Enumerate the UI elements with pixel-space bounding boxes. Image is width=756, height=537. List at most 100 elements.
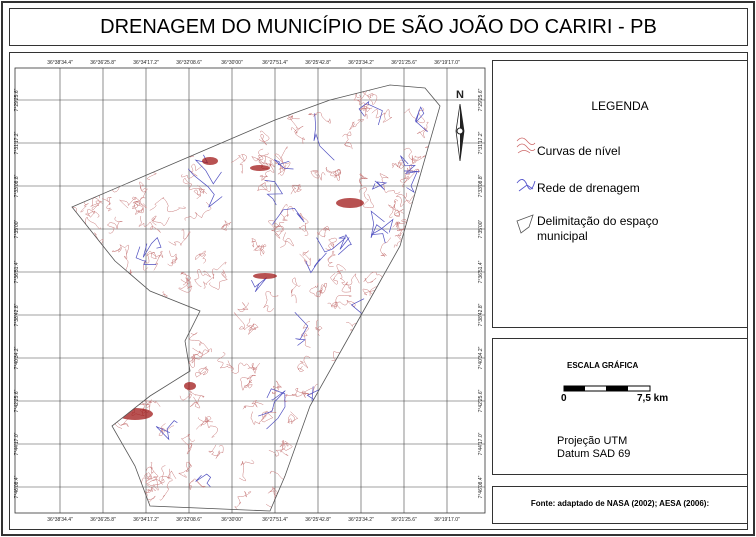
- contour: [239, 459, 255, 482]
- drainage: [435, 414, 440, 439]
- contour: [237, 302, 249, 313]
- contour: [380, 237, 391, 257]
- contour: [428, 142, 440, 162]
- longitude-label: 36°38'34.4": [47, 517, 73, 523]
- legend-symbols: [516, 137, 536, 234]
- contour: [290, 184, 302, 195]
- latitude-label: 7°38'42.8": [14, 303, 20, 326]
- longitude-label: 36°30'00": [221, 60, 243, 66]
- relief: [184, 382, 196, 390]
- longitude-label: 36°25'42.8": [305, 60, 331, 66]
- contour: [261, 410, 277, 423]
- contour: [107, 216, 123, 234]
- contour: [72, 368, 90, 382]
- contour: [413, 448, 432, 461]
- contour: [52, 481, 71, 501]
- contour: [396, 219, 409, 235]
- contour: [327, 295, 352, 309]
- contour: [375, 341, 384, 351]
- contour: [191, 348, 212, 364]
- contour: [122, 392, 133, 407]
- grid: [15, 68, 485, 513]
- contour: [138, 216, 161, 233]
- contour: [111, 248, 129, 276]
- source-box: Fonte: adaptado de NASA (2002); AESA (20…: [492, 486, 748, 524]
- contour: [196, 418, 218, 438]
- drainage: [107, 162, 126, 180]
- contour: [336, 263, 351, 289]
- scale-end: 7,5 km: [637, 393, 669, 404]
- contour: [108, 275, 124, 288]
- contour: [347, 366, 363, 376]
- longitude-label: 36°36'25.8": [90, 517, 116, 523]
- drainage: [125, 313, 142, 334]
- contour: [290, 125, 306, 144]
- drainage: [93, 310, 118, 326]
- longitude-label: 36°32'08.6": [176, 60, 202, 66]
- contour: [346, 321, 383, 338]
- longitude-label: 36°23'34.2": [348, 517, 374, 523]
- relief: [336, 198, 364, 208]
- drainage: [266, 388, 286, 430]
- contour: [328, 419, 349, 436]
- contour: [374, 419, 393, 434]
- contour: [146, 465, 166, 491]
- contour: [168, 85, 181, 98]
- drainage: [359, 367, 376, 400]
- contour: [315, 319, 323, 336]
- contour: [179, 388, 205, 401]
- contour: [144, 466, 154, 482]
- contour: [208, 444, 224, 459]
- drainage: [130, 312, 164, 326]
- contour: [94, 232, 105, 255]
- contour: [179, 150, 194, 158]
- contour: [436, 306, 440, 322]
- contour: [189, 88, 203, 99]
- contour: [280, 232, 294, 248]
- longitude-label: 36°21'25.6": [391, 517, 417, 523]
- contour: [72, 471, 81, 482]
- drainage: [414, 200, 439, 233]
- drainage: [107, 294, 138, 318]
- contour: [283, 387, 314, 403]
- contour: [99, 180, 120, 199]
- contour: [139, 181, 148, 209]
- contour: [268, 220, 281, 233]
- contour: [403, 346, 420, 360]
- contour: [189, 478, 206, 490]
- latitude-label: 7°44'17.0": [14, 432, 20, 455]
- drainage: [391, 447, 412, 471]
- contour: [317, 225, 331, 238]
- latitude-label: 7°40'34.2": [14, 346, 20, 369]
- contour: [379, 173, 401, 195]
- contour: [127, 155, 146, 169]
- drainage: [273, 159, 294, 170]
- contour: [240, 377, 253, 391]
- contour: [158, 423, 175, 437]
- contour: [123, 127, 139, 135]
- contour: [398, 367, 417, 391]
- contour: [121, 352, 135, 376]
- contour: [331, 300, 356, 310]
- legend-item: Delimitação do espaço municipal: [537, 214, 659, 243]
- contour: [233, 312, 259, 331]
- contour: [111, 326, 125, 339]
- contour: [319, 85, 330, 94]
- contour: [280, 204, 294, 221]
- contour: [297, 355, 311, 372]
- contour: [277, 162, 291, 175]
- contour: [89, 115, 105, 146]
- contour: [414, 146, 434, 162]
- contour: [267, 486, 290, 502]
- latitude-label: 7°46'08.4": [478, 475, 484, 498]
- contour: [112, 338, 128, 354]
- contour: [352, 92, 368, 119]
- contour: [367, 423, 382, 436]
- contour: [253, 244, 265, 257]
- contour: [94, 350, 104, 372]
- north-label: N: [456, 89, 464, 101]
- contour: [298, 212, 309, 236]
- contour: [72, 264, 79, 282]
- contour: [271, 380, 282, 395]
